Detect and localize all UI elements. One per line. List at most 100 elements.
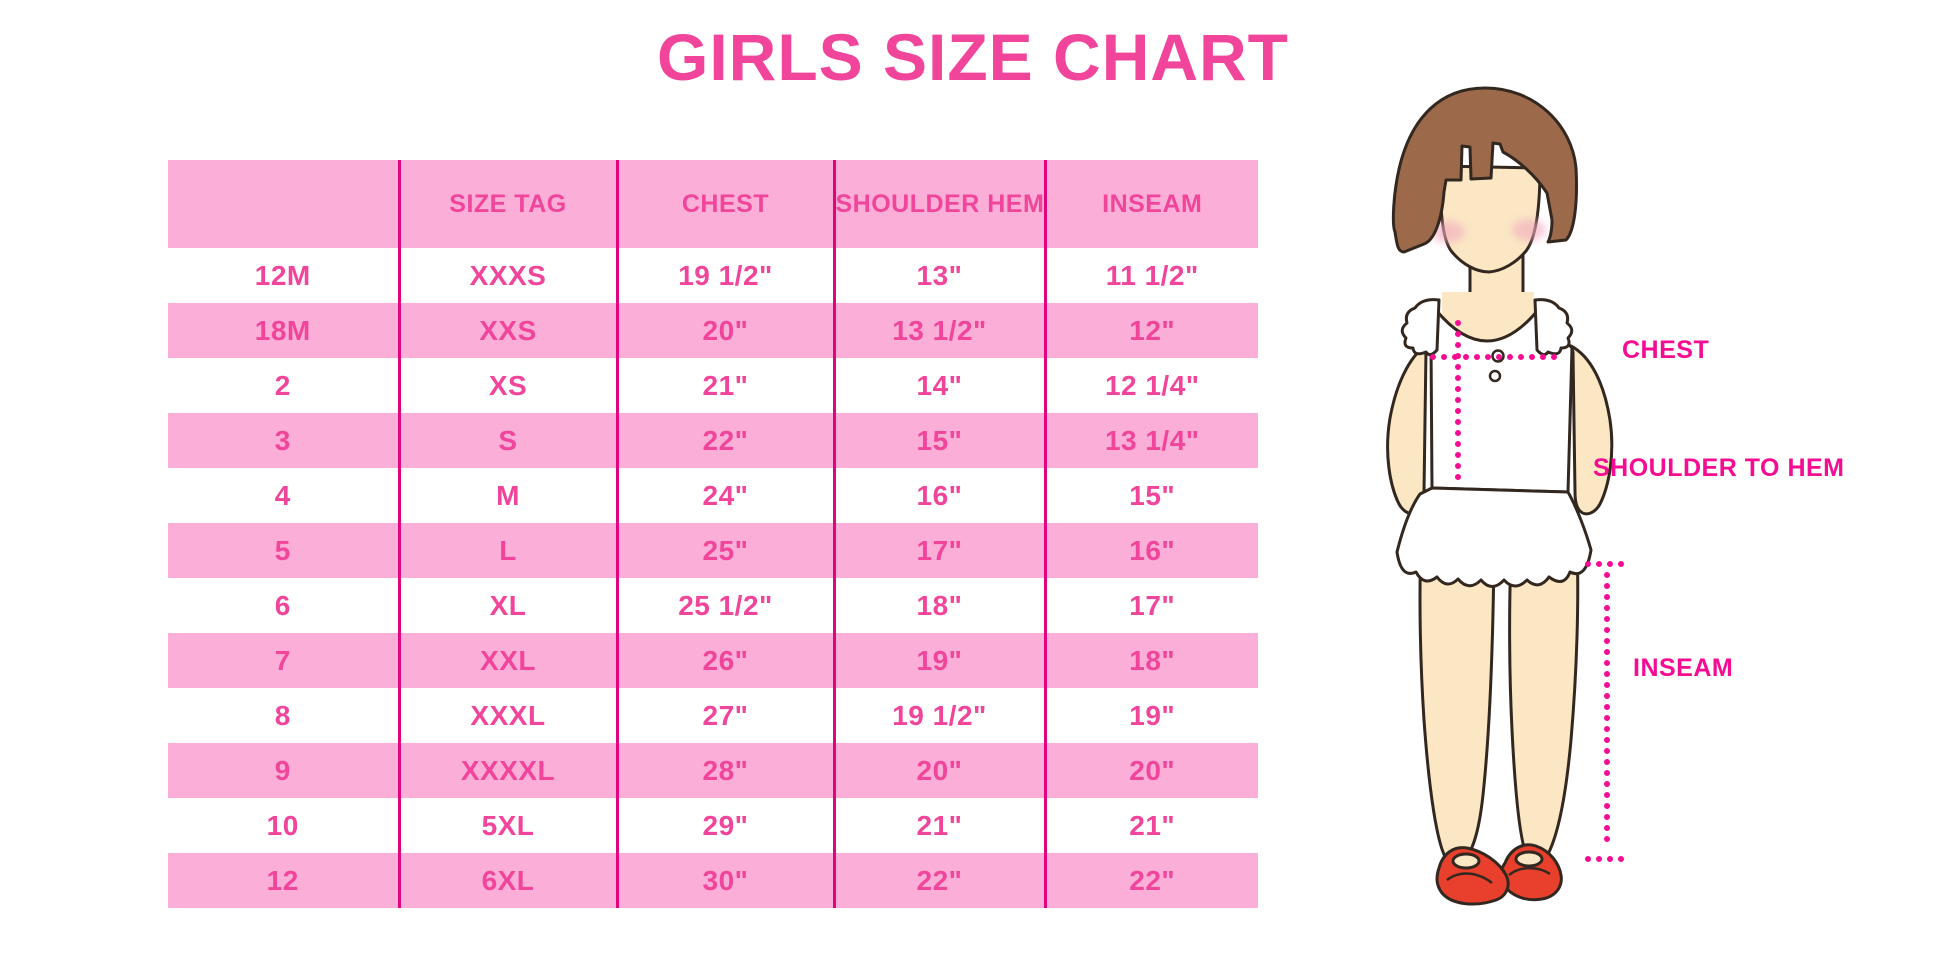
- girl-ruffle-left: [1400, 298, 1441, 357]
- table-cell: 24": [617, 468, 836, 523]
- girl-arm-left: [1386, 340, 1433, 516]
- table-cell: 30": [617, 853, 836, 908]
- girl-blush-left: [1431, 221, 1465, 243]
- table-cell: 21": [617, 358, 836, 413]
- girl-skirt: [1395, 486, 1593, 588]
- table-cell: 11 1/2": [1105, 259, 1199, 291]
- table-row: 3 S 22" 15" 13 1/4": [168, 413, 1258, 468]
- table-row: 12M XXXS 19 1/2" 13" 11 1/2": [168, 248, 1258, 303]
- table-cell: 19 1/2": [617, 248, 836, 303]
- table-cell: 15": [1129, 479, 1176, 511]
- table-cell: 2: [168, 358, 401, 413]
- table-cell: S: [399, 413, 619, 468]
- table-cell: 14": [834, 358, 1047, 413]
- table-cell: XL: [399, 578, 619, 633]
- table-cell: 12 1/4": [1104, 369, 1200, 401]
- girl-shoe-right-opening: [1514, 850, 1544, 868]
- table-cell: 10: [168, 798, 401, 853]
- table-cell: 13 1/4": [1104, 424, 1200, 456]
- table-cell: 6: [168, 578, 401, 633]
- table-cell: 19": [834, 633, 1047, 688]
- girl-ruffle-right: [1533, 298, 1574, 357]
- table-cell: 18": [1129, 644, 1176, 676]
- table-cell: 28": [617, 743, 836, 798]
- table-cell: 4: [168, 468, 401, 523]
- girl-shoe-left-strap: [1446, 872, 1493, 885]
- col-header-blank: [168, 160, 401, 248]
- table-cell: 12M: [168, 248, 401, 303]
- table-cell: 22": [834, 853, 1047, 908]
- table-cell: XXL: [399, 633, 619, 688]
- table-cell: 25": [617, 523, 836, 578]
- table-cell: L: [399, 523, 619, 578]
- table-cell: 17": [1129, 589, 1176, 621]
- col-header-shoulder-hem: SHOULDER HEM: [834, 160, 1047, 248]
- table-row: 2 XS 21" 14" 12 1/4": [168, 358, 1258, 413]
- table-cell: 12": [1129, 314, 1176, 346]
- girl-leg-left: [1418, 543, 1496, 862]
- girl-measurement-illustration: [1386, 86, 1629, 906]
- size-table-body: 12M XXXS 19 1/2" 13" 11 1/2" 18M XXS 20" 13 1/2"…: [168, 248, 1258, 908]
- table-row: 9 XXXXL 28" 20" 20": [168, 743, 1258, 798]
- girl-top-button-2: [1488, 369, 1502, 383]
- table-cell: 5XL: [399, 798, 619, 853]
- table-cell: 6XL: [399, 853, 619, 908]
- table-cell: 22": [1129, 864, 1176, 896]
- col-header-inseam: INSEAM: [1102, 189, 1203, 218]
- table-cell: 20": [1129, 754, 1176, 786]
- table-cell: XXXXL: [399, 743, 619, 798]
- table-cell: 9: [168, 743, 401, 798]
- table-row: 6 XL 25 1/2" 18" 17": [168, 578, 1258, 633]
- table-row: 7 XXL 26" 19" 18": [168, 633, 1258, 688]
- girl-face: [1438, 164, 1542, 274]
- table-cell: 19": [1129, 699, 1176, 731]
- shoulder-to-hem-label: SHOULDER TO HEM: [1593, 454, 1845, 482]
- col-header-chest: CHEST: [617, 160, 836, 248]
- table-cell: 26": [617, 633, 836, 688]
- girls-size-table: SIZE TAG CHEST SHOULDER HEM INSEAM 12M XX…: [168, 160, 1258, 908]
- table-row: 10 5XL 29" 21" 21": [168, 798, 1258, 853]
- col-header-size-tag: SIZE TAG: [399, 160, 619, 248]
- table-cell: 16": [1129, 534, 1176, 566]
- table-row: 8 XXXL 27" 19 1/2" 19": [168, 688, 1258, 743]
- table-cell: 7: [168, 633, 401, 688]
- table-cell: 20": [834, 743, 1047, 798]
- girl-shoe-left-opening: [1451, 852, 1481, 870]
- table-cell: 18": [834, 578, 1047, 633]
- table-cell: 25 1/2": [617, 578, 836, 633]
- table-cell: 22": [617, 413, 836, 468]
- table-cell: 5: [168, 523, 401, 578]
- table-header-row: SIZE TAG CHEST SHOULDER HEM INSEAM: [168, 160, 1258, 248]
- table-cell: 18M: [168, 303, 401, 358]
- table-cell: 13": [834, 248, 1047, 303]
- girl-hair: [1391, 86, 1578, 254]
- table-cell: 13 1/2": [834, 303, 1047, 358]
- table-cell: 29": [617, 798, 836, 853]
- table-cell: XS: [399, 358, 619, 413]
- table-cell: 15": [834, 413, 1047, 468]
- table-row: 4 M 24" 16" 15": [168, 468, 1258, 523]
- table-cell: 27": [617, 688, 836, 743]
- table-cell: 12: [168, 853, 401, 908]
- table-cell: 21": [834, 798, 1047, 853]
- table-cell: M: [399, 468, 619, 523]
- table-row: 18M XXS 20" 13 1/2" 12": [168, 303, 1258, 358]
- table-cell: XXXS: [399, 248, 619, 303]
- table-cell: 8: [168, 688, 401, 743]
- inseam-label: INSEAM: [1633, 654, 1734, 682]
- girl-arm-right: [1569, 344, 1614, 516]
- page-title: GIRLS SIZE CHART: [656, 20, 1289, 94]
- table-cell: XXXL: [399, 688, 619, 743]
- table-cell: 17": [834, 523, 1047, 578]
- table-cell: 3: [168, 413, 401, 468]
- measurement-figure: CHEST SHOULDER TO HEM INSEAM: [1300, 80, 1940, 940]
- chest-label: CHEST: [1622, 336, 1710, 364]
- girl-shoe-right-strap: [1508, 866, 1551, 877]
- table-cell: XXS: [399, 303, 619, 358]
- table-cell: 19 1/2": [834, 688, 1047, 743]
- table-cell: 20": [617, 303, 836, 358]
- girl-leg-right: [1508, 545, 1580, 860]
- table-cell: 16": [834, 468, 1047, 523]
- girl-blush-right: [1512, 219, 1546, 241]
- table-cell: 21": [1129, 809, 1176, 841]
